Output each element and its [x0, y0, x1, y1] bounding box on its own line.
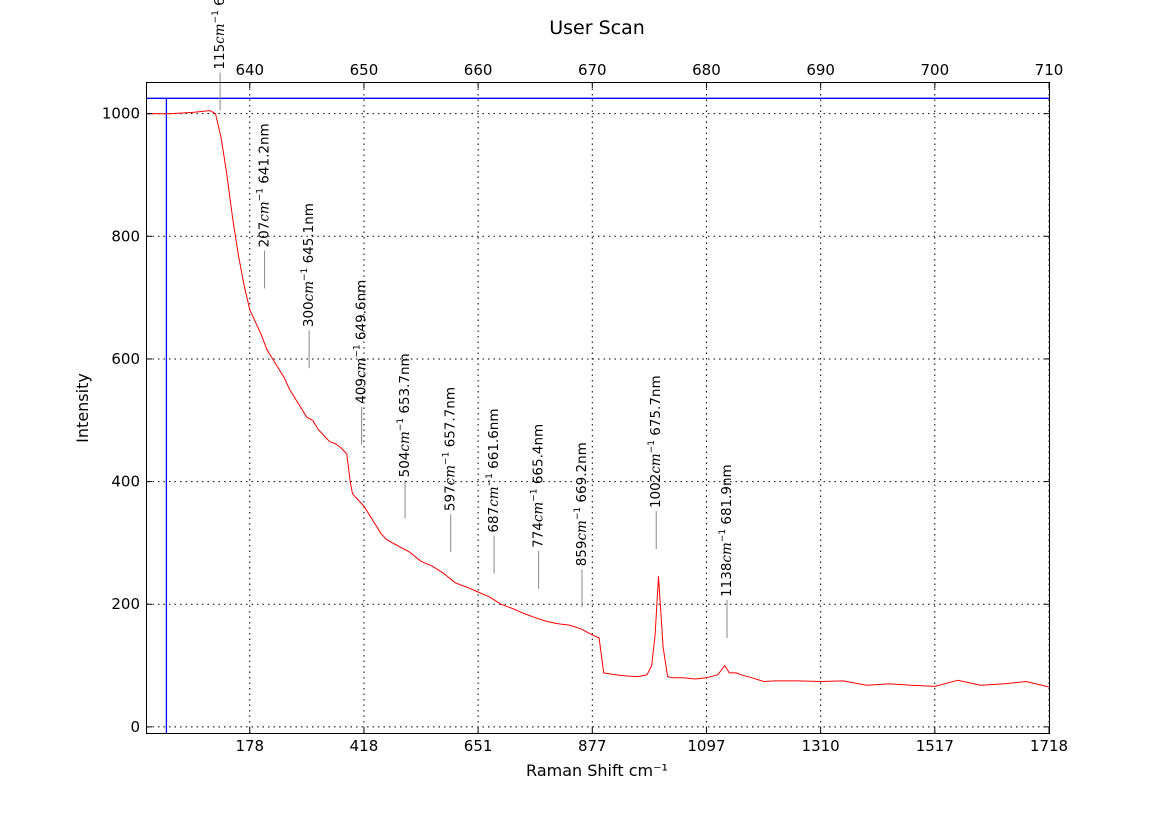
annotation-label: 1002cm−1 675.7nm	[647, 375, 664, 508]
x-tick-label: 1097	[687, 737, 725, 755]
y-tick-label: 800	[111, 227, 140, 245]
annotation-label: 774cm−1 665.4nm	[530, 424, 547, 548]
top-tick-label: 640	[235, 61, 264, 79]
axis-ticks: 178 640 418 650 651 660 877 670 1097 680 1310 690 15…	[102, 61, 1068, 755]
top-tick-label: 680	[692, 61, 721, 79]
y-axis-label: Intensity	[73, 373, 92, 443]
reference-lines	[147, 97, 1049, 733]
y-tick-label: 600	[111, 350, 140, 368]
annotation-label: 687cm−1 661.6nm	[485, 408, 502, 532]
annotation-label: 859cm−1 669.2nm	[573, 442, 590, 566]
series-line	[147, 110, 1050, 688]
annotation-label: 207cm−1 641.2nm	[256, 123, 273, 247]
y-tick-label: 0	[130, 718, 140, 736]
annotation-label: 409cm−1 649.6nm	[353, 280, 370, 404]
annotation-label: 1138cm−1 681.9nm	[718, 464, 735, 597]
x-tick-label: 1310	[802, 737, 840, 755]
top-tick-label: 670	[578, 61, 607, 79]
top-tick-label: 660	[464, 61, 493, 79]
annotations: 115cm−1 63 207cm−1 641.2nm 300cm−1 645.1nm…	[211, 0, 735, 638]
x-axis-label: Raman Shift cm⁻¹	[526, 761, 668, 780]
annotation-label: 115cm−1 63	[211, 0, 228, 70]
top-tick-label: 650	[350, 61, 379, 79]
chart-title: User Scan	[549, 17, 645, 39]
x-tick-label: 418	[350, 737, 379, 755]
y-tick-label: 200	[111, 595, 140, 613]
x-tick-label: 877	[578, 737, 607, 755]
top-tick-label: 690	[806, 61, 835, 79]
x-tick-label: 1517	[916, 737, 954, 755]
series-layer	[147, 110, 1050, 688]
grid	[147, 83, 1050, 733]
top-tick-label: 710	[1035, 61, 1064, 79]
y-tick-label: 1000	[102, 105, 140, 123]
x-tick-label: 1718	[1030, 737, 1068, 755]
top-tick-label: 700	[921, 61, 950, 79]
plot-frame	[146, 82, 1050, 734]
x-tick-label: 651	[464, 737, 493, 755]
annotation-label: 504cm−1 653.7nm	[396, 353, 413, 477]
x-tick-label: 178	[235, 737, 264, 755]
annotation-label: 300cm−1 645.1nm	[300, 203, 317, 327]
y-tick-label: 400	[111, 473, 140, 491]
annotation-label: 597cm−1 657.7nm	[442, 387, 459, 511]
